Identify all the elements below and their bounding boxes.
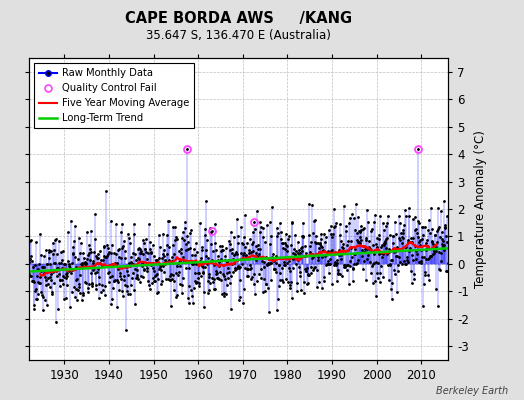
Legend: Raw Monthly Data, Quality Control Fail, Five Year Moving Average, Long-Term Tren: Raw Monthly Data, Quality Control Fail, … [34,63,194,128]
Y-axis label: Temperature Anomaly (°C): Temperature Anomaly (°C) [474,130,487,288]
Text: Berkeley Earth: Berkeley Earth [436,386,508,396]
Text: CAPE BORDA AWS     /KANG: CAPE BORDA AWS /KANG [125,11,352,26]
Text: 35.647 S, 136.470 E (Australia): 35.647 S, 136.470 E (Australia) [146,29,331,42]
